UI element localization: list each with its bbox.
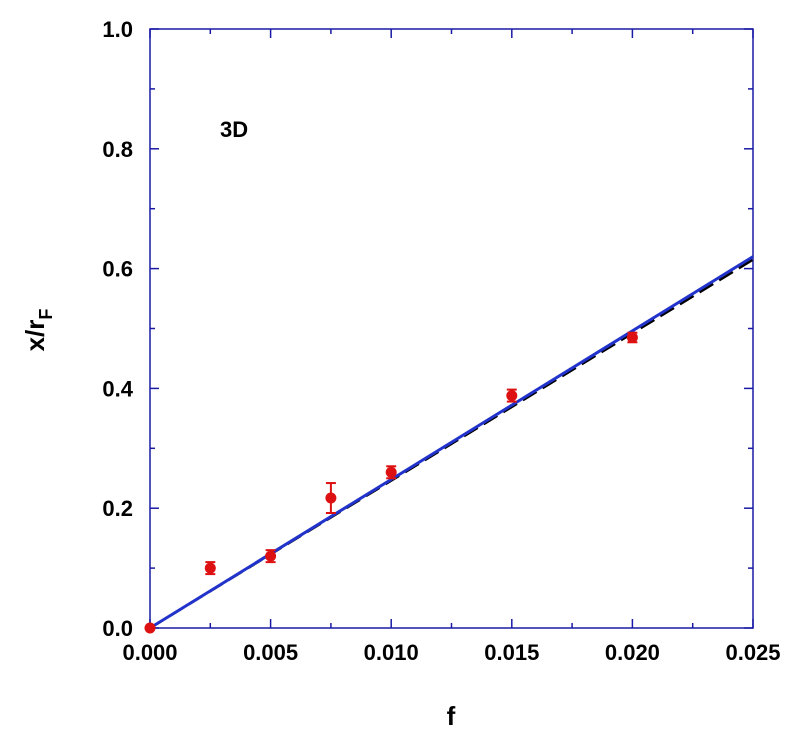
- y-axis-title: x/rF: [20, 309, 56, 352]
- data-points: [144, 331, 638, 634]
- data-point: [626, 331, 638, 343]
- tick-labels: 0.000 0.005 0.010 0.015 0.020 0.025 0.0 0.2 0.4 0…: [102, 17, 780, 665]
- y-tick-label: 0.8: [102, 137, 133, 162]
- fit-line-solid: [149, 255, 754, 630]
- y-tick-label: 0.0: [102, 616, 133, 641]
- annotation-label: 3D: [220, 117, 248, 142]
- y-tick-label: 0.2: [102, 496, 133, 521]
- x-axis-title: f: [447, 701, 456, 731]
- data-point: [204, 562, 216, 574]
- x-tick-label: 0.015: [484, 640, 539, 665]
- data-point: [506, 390, 518, 402]
- svg-text:x/rF: x/rF: [20, 309, 56, 352]
- x-tick-label: 0.010: [364, 640, 419, 665]
- axis-ticks: [149, 28, 754, 629]
- data-point: [325, 492, 337, 504]
- y-tick-label: 1.0: [102, 17, 133, 42]
- x-tick-label: 0.005: [243, 640, 298, 665]
- y-tick-label: 0.6: [102, 257, 133, 282]
- fit-lines: [149, 255, 754, 630]
- data-point: [144, 622, 156, 634]
- x-tick-label: 0.020: [605, 640, 660, 665]
- data-point: [265, 550, 277, 562]
- y-axis-title-main: x/r: [20, 320, 50, 352]
- x-tick-label: 0.000: [122, 640, 177, 665]
- x-tick-label: 0.025: [725, 640, 780, 665]
- y-tick-label: 0.4: [102, 376, 133, 401]
- data-point: [385, 466, 397, 478]
- y-axis-title-subscript: F: [36, 309, 56, 320]
